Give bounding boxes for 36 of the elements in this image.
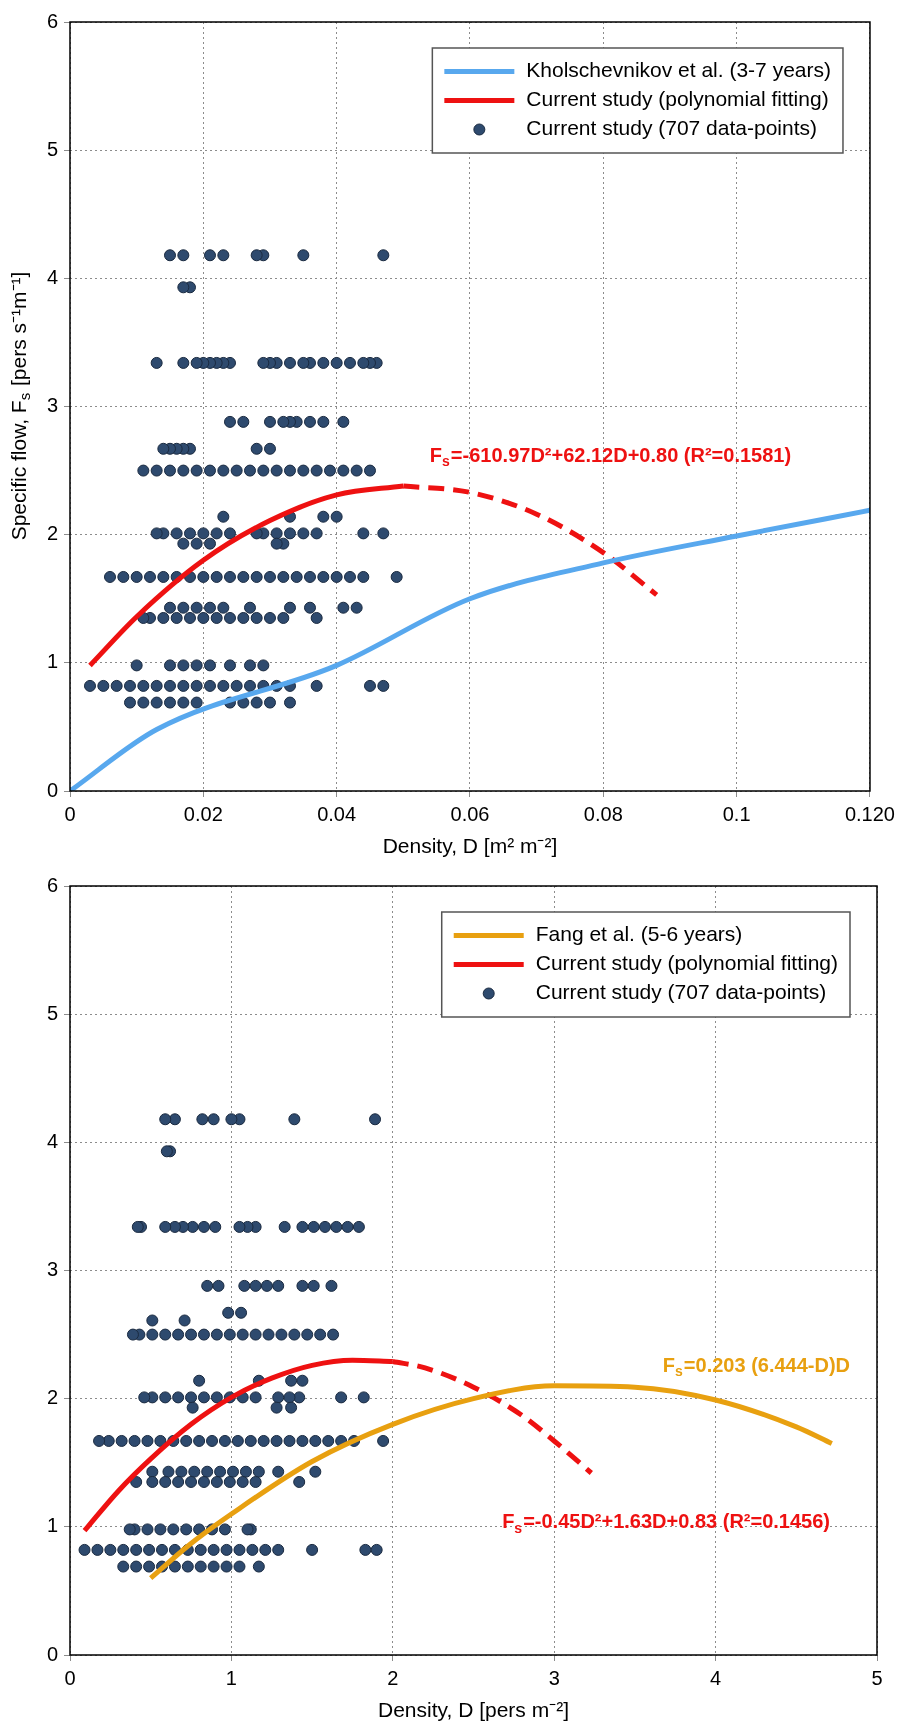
y-tick-label: 6 <box>46 873 58 896</box>
legend-label: Current study (polynomial fitting) <box>535 951 839 975</box>
legend-label: Kholschevnikov et al. (3-7 years) <box>526 58 831 82</box>
y-tick-label: 1 <box>46 650 58 673</box>
legend-label: Current study (707 data-points) <box>535 980 827 1004</box>
x-tick-label: 0.06 <box>450 802 490 825</box>
y-axis-title: Specific flow, Fs [pers s⁻¹m⁻¹] <box>6 271 34 541</box>
y-tick-label: 0 <box>46 778 58 801</box>
y-tick-label: 5 <box>46 137 58 160</box>
x-tick-label: 4 <box>710 1666 722 1689</box>
x-tick-label: 0.04 <box>317 802 357 825</box>
y-tick-label: 2 <box>46 1386 58 1409</box>
x-tick-label: 0.08 <box>583 802 623 825</box>
x-tick-label: 3 <box>548 1666 560 1689</box>
x-tick-label: 2 <box>387 1666 399 1689</box>
y-tick-label: 0 <box>46 1642 58 1665</box>
y-tick-label: 3 <box>46 394 58 417</box>
y-tick-label: 1 <box>46 1514 58 1537</box>
x-tick-label: 5 <box>871 1666 883 1689</box>
y-tick-label: 4 <box>46 1129 58 1152</box>
y-tick-label: 3 <box>46 1258 58 1281</box>
y-tick-label: 2 <box>46 522 58 545</box>
x-tick-label: 0.1 <box>722 802 751 825</box>
y-tick-label: 4 <box>46 265 58 288</box>
x-axis-title: Density, D [m² m⁻²] <box>382 833 558 857</box>
legend-label: Fang et al. (5-6 years) <box>535 922 743 946</box>
y-tick-label: 5 <box>46 1001 58 1024</box>
x-tick-label: 0.02 <box>183 802 223 825</box>
x-axis-title: Density, D [pers m⁻²] <box>378 1697 569 1721</box>
y-tick-label: 6 <box>46 9 58 32</box>
legend-label: Current study (polynomial fitting) <box>526 87 829 111</box>
x-tick-label: 0 <box>64 802 76 825</box>
x-tick-label: 0 <box>64 1666 76 1689</box>
x-tick-label: 0.120 <box>844 802 896 825</box>
legend-label: Current study (707 data-points) <box>526 116 817 140</box>
x-tick-label: 1 <box>225 1666 237 1689</box>
